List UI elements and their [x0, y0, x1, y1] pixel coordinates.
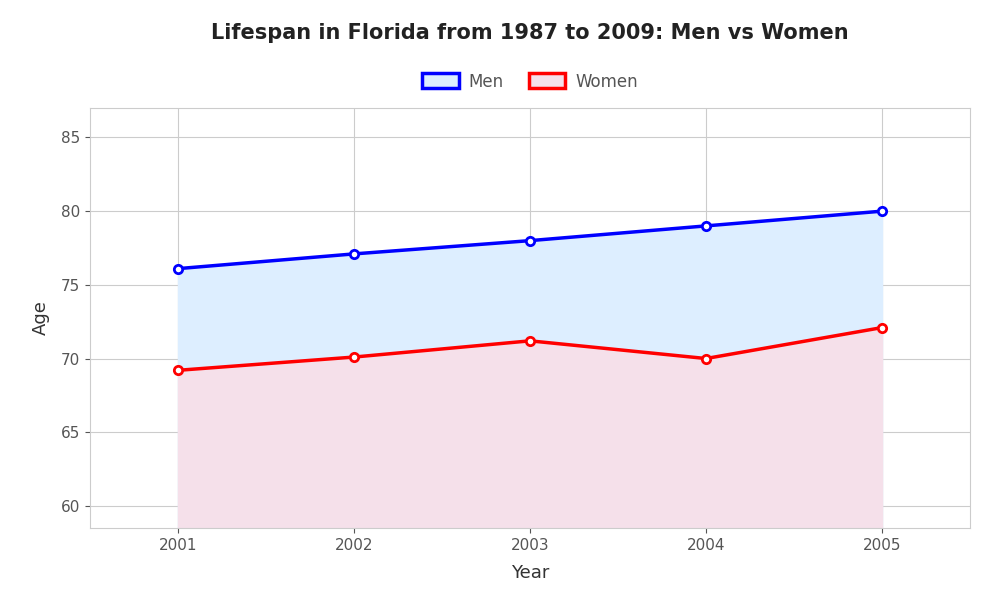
Y-axis label: Age: Age — [32, 301, 50, 335]
X-axis label: Year: Year — [511, 564, 549, 582]
Legend: Men, Women: Men, Women — [415, 66, 645, 97]
Title: Lifespan in Florida from 1987 to 2009: Men vs Women: Lifespan in Florida from 1987 to 2009: M… — [211, 23, 849, 43]
